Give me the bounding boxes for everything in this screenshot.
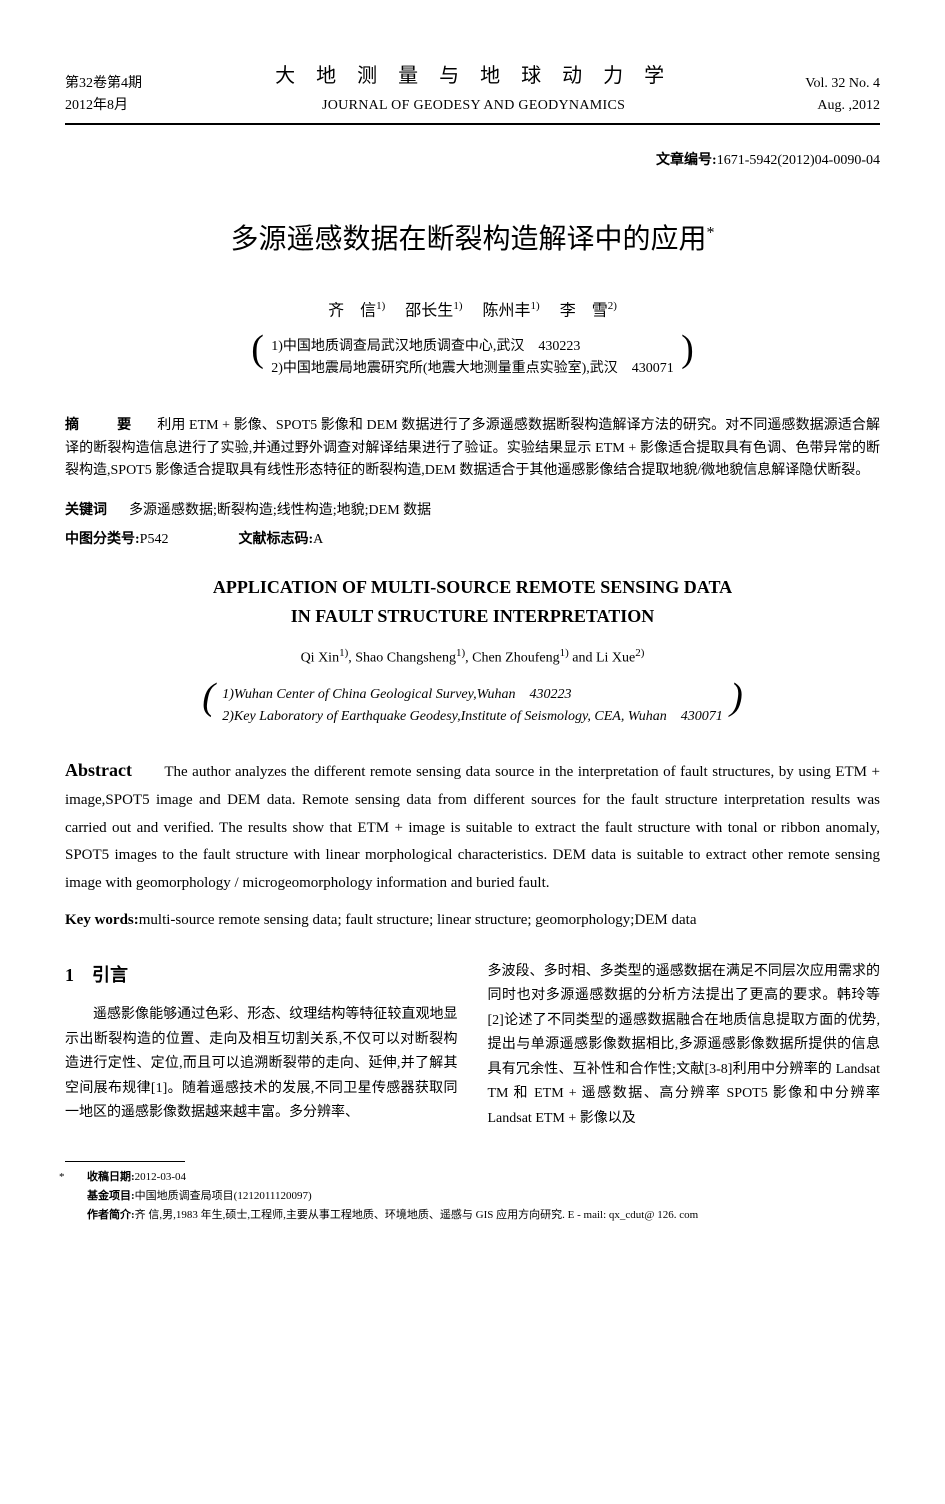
authors-en: Qi Xin1), Shao Changsheng1), Chen Zhoufe… <box>65 645 880 670</box>
intro-text-right: 多波段、多时相、多类型的遥感数据在满足不同层次应用需求的同时也对多源遥感数据的分… <box>488 960 881 1132</box>
affiliations-cn-wrap: ( 1)中国地质调查局武汉地质调查中心,武汉 430223 2)中国地震局地震研… <box>255 336 690 381</box>
footnote-author-value: 齐 信,男,1983 年生,硕士,工程师,主要从事工程地质、环境地质、遥感与 G… <box>135 1209 698 1221</box>
date-cn: 2012年8月 <box>65 95 142 117</box>
header-left: 第32卷第4期 2012年8月 <box>65 73 142 118</box>
keywords-en-label: Key words: <box>65 912 139 928</box>
title-footnote-star-icon: * <box>707 224 715 241</box>
footnote-author: 作者简介:齐 信,男,1983 年生,硕士,工程师,主要从事工程地质、环境地质、… <box>65 1206 880 1225</box>
paren-right-en-icon: ) <box>730 678 743 716</box>
keywords-cn-label: 关键词 <box>65 503 107 518</box>
author-4: 李 雪 <box>560 302 608 319</box>
paren-left-icon: ( <box>251 330 264 368</box>
clc-label: 中图分类号: <box>65 532 140 547</box>
footnote-rule <box>65 1161 185 1162</box>
author-en-1-sup: 1) <box>339 647 348 659</box>
title-cn: 多源遥感数据在断裂构造解译中的应用* <box>65 218 880 263</box>
affiliation-en-1: 1)Wuhan Center of China Geological Surve… <box>222 684 722 706</box>
footnote-author-label: 作者简介: <box>87 1209 135 1221</box>
abstract-cn: 摘 要利用 ETM + 影像、SPOT5 影像和 DEM 数据进行了多源遥感数据… <box>65 415 880 482</box>
author-2-sup: 1) <box>453 300 462 312</box>
footnote-fund-value: 中国地质调查局项目(1212011120097) <box>135 1190 312 1202</box>
author-en-2-sup: 1) <box>456 647 465 659</box>
classification-line: 中图分类号:P542 文献标志码:A <box>65 529 880 551</box>
volume-cn: 第32卷第4期 <box>65 73 142 95</box>
affiliation-en-2: 2)Key Laboratory of Earthquake Geodesy,I… <box>222 706 722 728</box>
affiliation-2: 2)中国地震局地震研究所(地震大地测量重点实验室),武汉 430071 <box>271 358 674 380</box>
doc-code-value: A <box>313 532 323 547</box>
journal-name-en: JOURNAL OF GEODESY AND GEODYNAMICS <box>142 95 805 117</box>
article-id-value: 1671-5942(2012)04-0090-04 <box>717 153 880 168</box>
header-right: Vol. 32 No. 4 Aug. ,2012 <box>805 73 880 118</box>
intro-text-left: 遥感影像能够通过色彩、形态、纹理结构等特征较直观地显示出断裂构造的位置、走向及相… <box>65 1003 458 1126</box>
keywords-cn: 关键词 多源遥感数据;断裂构造;线性构造;地貌;DEM 数据 <box>65 500 880 522</box>
volume-en: Vol. 32 No. 4 <box>805 73 880 95</box>
column-left: 1 引言 遥感影像能够通过色彩、形态、纹理结构等特征较直观地显示出断裂构造的位置… <box>65 960 458 1132</box>
affiliation-1: 1)中国地质调查局武汉地质调查中心,武汉 430223 <box>271 336 674 358</box>
title-en: APPLICATION OF MULTI-SOURCE REMOTE SENSI… <box>65 573 880 631</box>
article-id-line: 文章编号:1671-5942(2012)04-0090-04 <box>65 150 880 172</box>
title-cn-text: 多源遥感数据在断裂构造解译中的应用 <box>230 224 706 255</box>
abstract-en-label: Abstract <box>65 760 132 780</box>
abstract-cn-text: 利用 ETM + 影像、SPOT5 影像和 DEM 数据进行了多源遥感数据断裂构… <box>65 418 880 478</box>
title-en-line2: IN FAULT STRUCTURE INTERPRETATION <box>65 602 880 631</box>
author-en-1: Qi Xin <box>301 650 340 665</box>
affiliations-en-wrap: ( 1)Wuhan Center of China Geological Sur… <box>206 684 738 729</box>
article-id-label: 文章编号: <box>656 153 717 168</box>
keywords-cn-text: 多源遥感数据;断裂构造;线性构造;地貌;DEM 数据 <box>129 503 431 518</box>
author-2: 邵长生 <box>405 302 453 319</box>
title-en-line1: APPLICATION OF MULTI-SOURCE REMOTE SENSI… <box>65 573 880 602</box>
doc-code-label: 文献标志码: <box>238 532 313 547</box>
paren-right-icon: ) <box>681 330 694 368</box>
header-center: 大 地 测 量 与 地 球 动 力 学 JOURNAL OF GEODESY A… <box>142 60 805 117</box>
footnote-star-icon: * <box>73 1168 87 1187</box>
keywords-en: Key words:multi-source remote sensing da… <box>65 908 880 932</box>
affiliations-cn: ( 1)中国地质调查局武汉地质调查中心,武汉 430223 2)中国地震局地震研… <box>65 336 880 381</box>
author-4-sup: 2) <box>608 300 617 312</box>
footnote-received: *收稿日期:2012-03-04 <box>65 1168 880 1187</box>
journal-name-cn: 大 地 测 量 与 地 球 动 力 学 <box>142 60 805 92</box>
authors-cn: 齐 信1) 邵长生1) 陈州丰1) 李 雪2) <box>65 298 880 324</box>
abstract-en-text: The author analyzes the different remote… <box>65 764 880 892</box>
author-3: 陈州丰 <box>483 302 531 319</box>
author-en-3: , Chen Zhoufeng <box>465 650 559 665</box>
column-right: 多波段、多时相、多类型的遥感数据在满足不同层次应用需求的同时也对多源遥感数据的分… <box>488 960 881 1132</box>
author-3-sup: 1) <box>531 300 540 312</box>
footnote-received-label: 收稿日期: <box>87 1171 135 1183</box>
body-two-column: 1 引言 遥感影像能够通过色彩、形态、纹理结构等特征较直观地显示出断裂构造的位置… <box>65 960 880 1132</box>
author-en-3-sup: 1) <box>560 647 569 659</box>
footnote-fund-label: 基金项目: <box>87 1190 135 1202</box>
footnote-received-value: 2012-03-04 <box>135 1171 186 1183</box>
footnotes: *收稿日期:2012-03-04 基金项目:中国地质调查局项目(12120111… <box>65 1168 880 1224</box>
date-en: Aug. ,2012 <box>805 95 880 117</box>
running-header: 第32卷第4期 2012年8月 大 地 测 量 与 地 球 动 力 学 JOUR… <box>65 60 880 117</box>
abstract-en: Abstract The author analyzes the differe… <box>65 754 880 898</box>
clc-value: P542 <box>140 532 169 547</box>
header-rule <box>65 123 880 125</box>
affiliations-en: ( 1)Wuhan Center of China Geological Sur… <box>65 684 880 729</box>
author-en-2: , Shao Changsheng <box>348 650 456 665</box>
paren-left-en-icon: ( <box>202 678 215 716</box>
footnote-fund: 基金项目:中国地质调查局项目(1212011120097) <box>65 1187 880 1206</box>
author-1-sup: 1) <box>376 300 385 312</box>
author-en-4: and Li Xue <box>569 650 635 665</box>
keywords-en-text: multi-source remote sensing data; fault … <box>139 912 697 928</box>
author-en-4-sup: 2) <box>635 647 644 659</box>
section-heading-1: 1 引言 <box>65 960 458 992</box>
author-1: 齐 信 <box>328 302 376 319</box>
abstract-cn-label: 摘 要 <box>65 418 143 433</box>
